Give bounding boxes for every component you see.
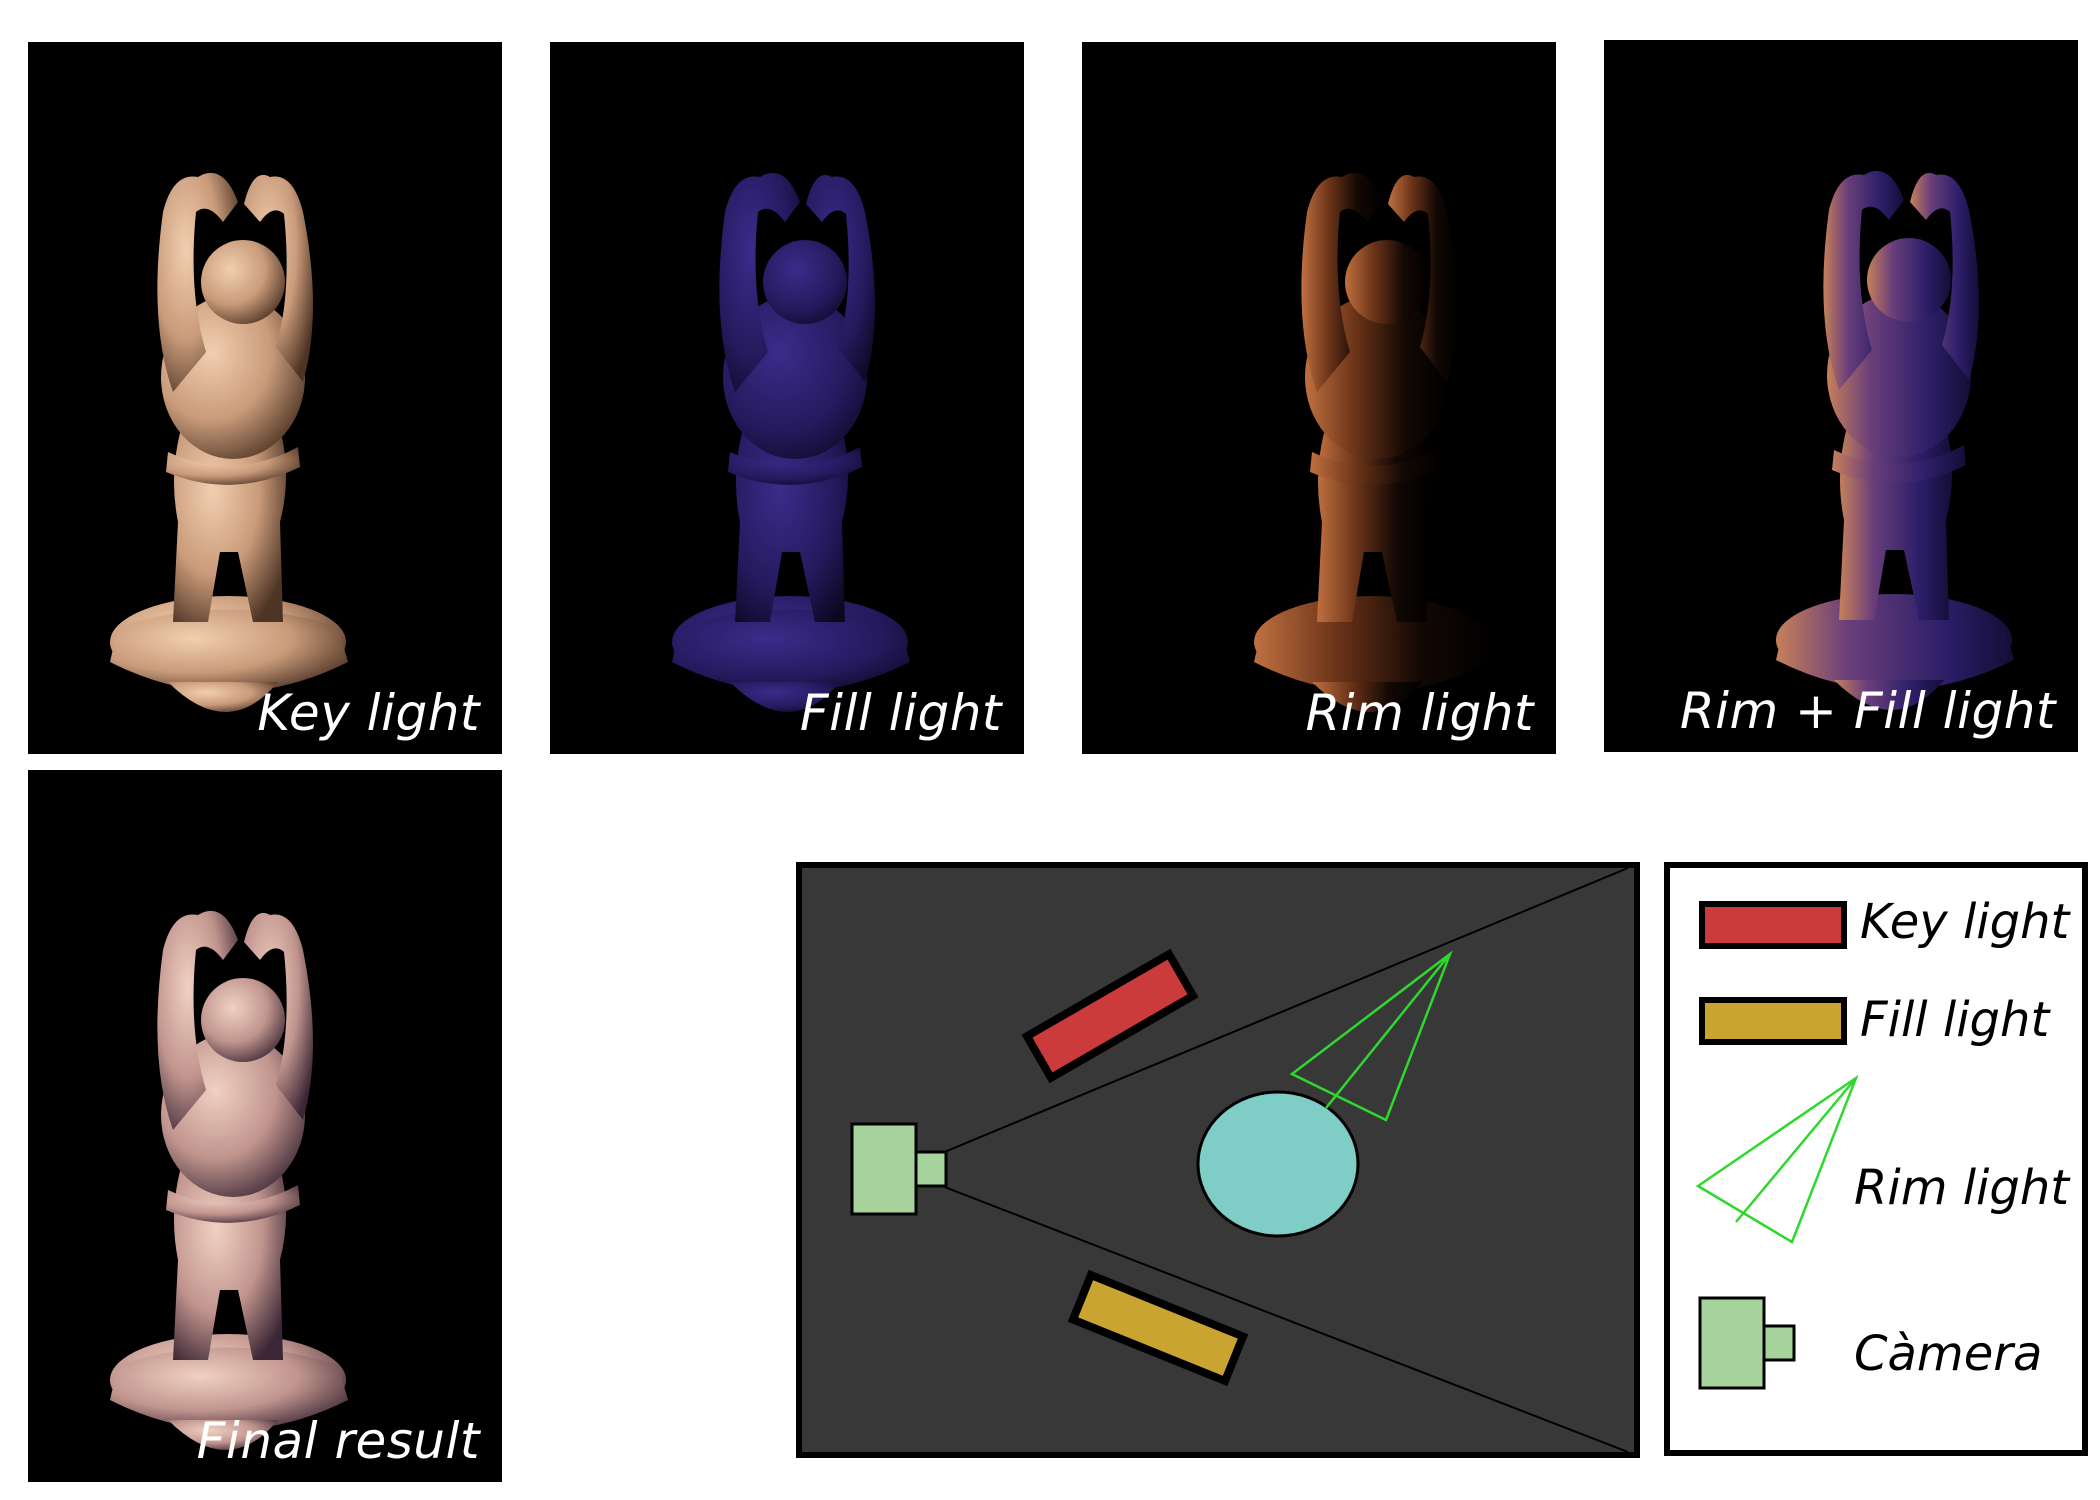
legend-rim-light-label: Rim light <box>1854 1160 2069 1216</box>
panel-caption-rim-fill-light: Rim + Fill light <box>1680 682 2056 740</box>
render-panel-final-result: Final result <box>28 770 502 1482</box>
render-panel-rim-light: Rim light <box>1082 42 1556 754</box>
render-panel-fill-light: Fill light <box>550 42 1024 754</box>
laughing-buddha-statue-icon <box>550 42 1024 754</box>
panel-caption-rim-light: Rim light <box>1305 684 1534 742</box>
laughing-buddha-statue-icon <box>1604 40 2078 752</box>
panel-caption-key-light: Key light <box>257 684 480 742</box>
laughing-buddha-statue-icon <box>28 770 502 1482</box>
lighting-setup-diagram <box>796 862 1640 1458</box>
laughing-buddha-statue-icon <box>1082 42 1556 754</box>
legend-box: Key light Fill light Rim light Càmera <box>1664 862 2088 1456</box>
cone-light-icon <box>1698 1078 1856 1242</box>
legend-key-light-swatch <box>1702 904 1844 946</box>
laughing-buddha-statue-icon <box>28 42 502 754</box>
render-panel-key-light: Key light <box>28 42 502 754</box>
rim-light-cone <box>1292 954 1450 1120</box>
camera-icon <box>1700 1298 1794 1388</box>
legend-fill-light-label: Fill light <box>1860 992 2049 1048</box>
panel-caption-fill-light: Fill light <box>800 684 1002 742</box>
panel-caption-final-result: Final result <box>197 1412 480 1470</box>
legend-fill-light-swatch <box>1702 1000 1844 1042</box>
camera-icon <box>852 1124 946 1214</box>
legend-camera-label: Càmera <box>1854 1326 2042 1382</box>
render-panel-rim-fill-light: Rim + Fill light <box>1604 40 2078 752</box>
subject-circle <box>1198 1092 1358 1236</box>
legend-key-light-label: Key light <box>1860 894 2069 950</box>
fill-light-shape <box>1073 1275 1243 1381</box>
